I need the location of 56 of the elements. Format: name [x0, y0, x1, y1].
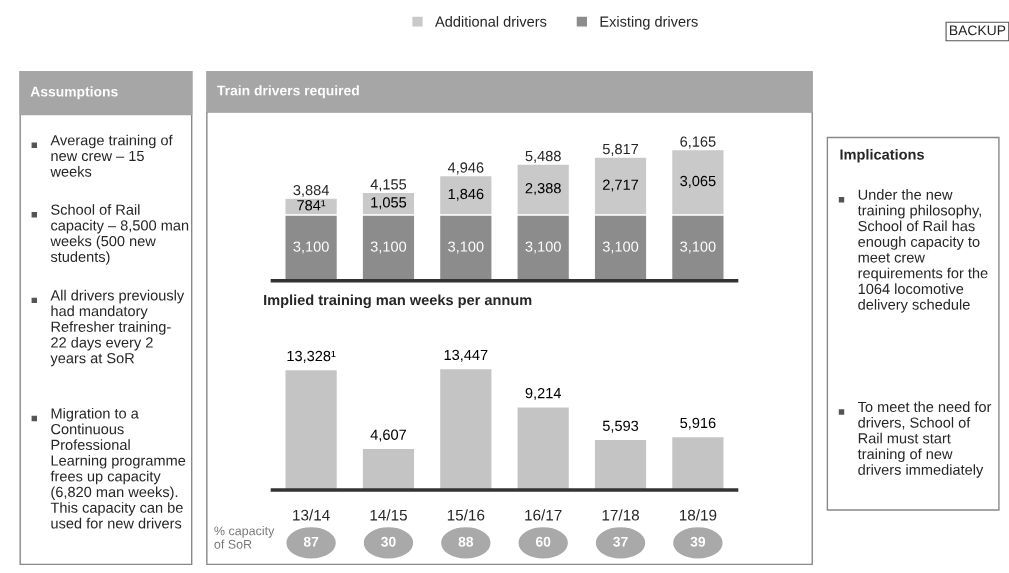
bar — [593, 438, 648, 490]
legend-label: Additional drivers — [435, 16, 547, 27]
data-label: 39 — [690, 536, 706, 547]
data-label: 37 — [613, 536, 628, 547]
data-label: 3,100 — [293, 241, 329, 254]
data-label: 3,100 — [370, 241, 407, 254]
text: % capacity of SoR — [214, 526, 275, 549]
data-label: 3,100 — [602, 241, 639, 254]
bar — [438, 367, 493, 490]
text: All drivers previously had mandatory Refresher training- 22 days every 2 years at SoR — [50, 289, 185, 367]
total-label: 6,165 — [680, 136, 716, 149]
total-label: 4,946 — [447, 162, 484, 175]
total-label: 5,817 — [602, 143, 639, 156]
text: Migration to a Continuous Professional Learning programme frees up capacity (6,820 man weeks). This capacity can be used for new drivers — [50, 407, 186, 529]
bar — [516, 406, 571, 490]
bar — [670, 435, 725, 490]
total-label: 5,488 — [525, 150, 561, 163]
data-label: 1,846 — [448, 188, 484, 201]
data-label: 3,100 — [680, 241, 716, 254]
data-label: 13,328¹ — [287, 350, 336, 363]
data-label: 13,447 — [444, 349, 488, 362]
data-label: 30 — [381, 536, 396, 547]
bar — [361, 447, 416, 490]
text: BACKUP — [949, 25, 1006, 36]
text: Under the new training philosophy, School of Rail has enough capacity to meet crew requirements for the 1064 locomotive delivery schedule — [857, 189, 988, 313]
data-label: 3,100 — [525, 241, 561, 254]
data-label: 87 — [303, 536, 319, 547]
chart-title: Implied training man weeks per annum — [264, 294, 532, 309]
data-label: 3,065 — [680, 175, 716, 188]
text: Assumptions — [30, 86, 118, 100]
data-label: 60 — [535, 536, 551, 547]
text: To meet the need for drivers, School of Rail must start training of new drivers immediately — [857, 401, 992, 478]
text: School of Rail capacity – 8,500 man weeks (500 new students) — [50, 204, 189, 265]
data-label: 784¹ — [297, 200, 326, 211]
x-tick-label: 14/15 — [370, 509, 407, 521]
total-label: 4,155 — [370, 179, 407, 192]
bar — [284, 368, 339, 490]
data-label: 9,214 — [525, 387, 561, 401]
data-label: 2,717 — [603, 179, 639, 192]
x-tick-label: 17/18 — [602, 509, 639, 521]
data-label: 3,100 — [448, 241, 484, 254]
x-tick-label: 15/16 — [447, 509, 485, 521]
legend-label: Existing drivers — [600, 16, 698, 30]
data-label: 88 — [458, 536, 474, 547]
data-label: 1,055 — [371, 197, 407, 210]
text: Average training of new crew – 15 weeks — [50, 134, 173, 177]
x-tick-label: 13/14 — [293, 509, 330, 521]
total-label: 3,884 — [293, 184, 329, 198]
chart-title: Train drivers required — [217, 85, 359, 99]
data-label: 5,593 — [602, 420, 639, 433]
x-tick-label: 16/17 — [525, 509, 562, 521]
data-label: 2,388 — [525, 183, 561, 196]
text: Implications — [840, 148, 924, 163]
data-label: 4,607 — [370, 429, 406, 442]
x-tick-label: 18/19 — [679, 509, 717, 521]
data-label: 5,916 — [680, 417, 716, 430]
